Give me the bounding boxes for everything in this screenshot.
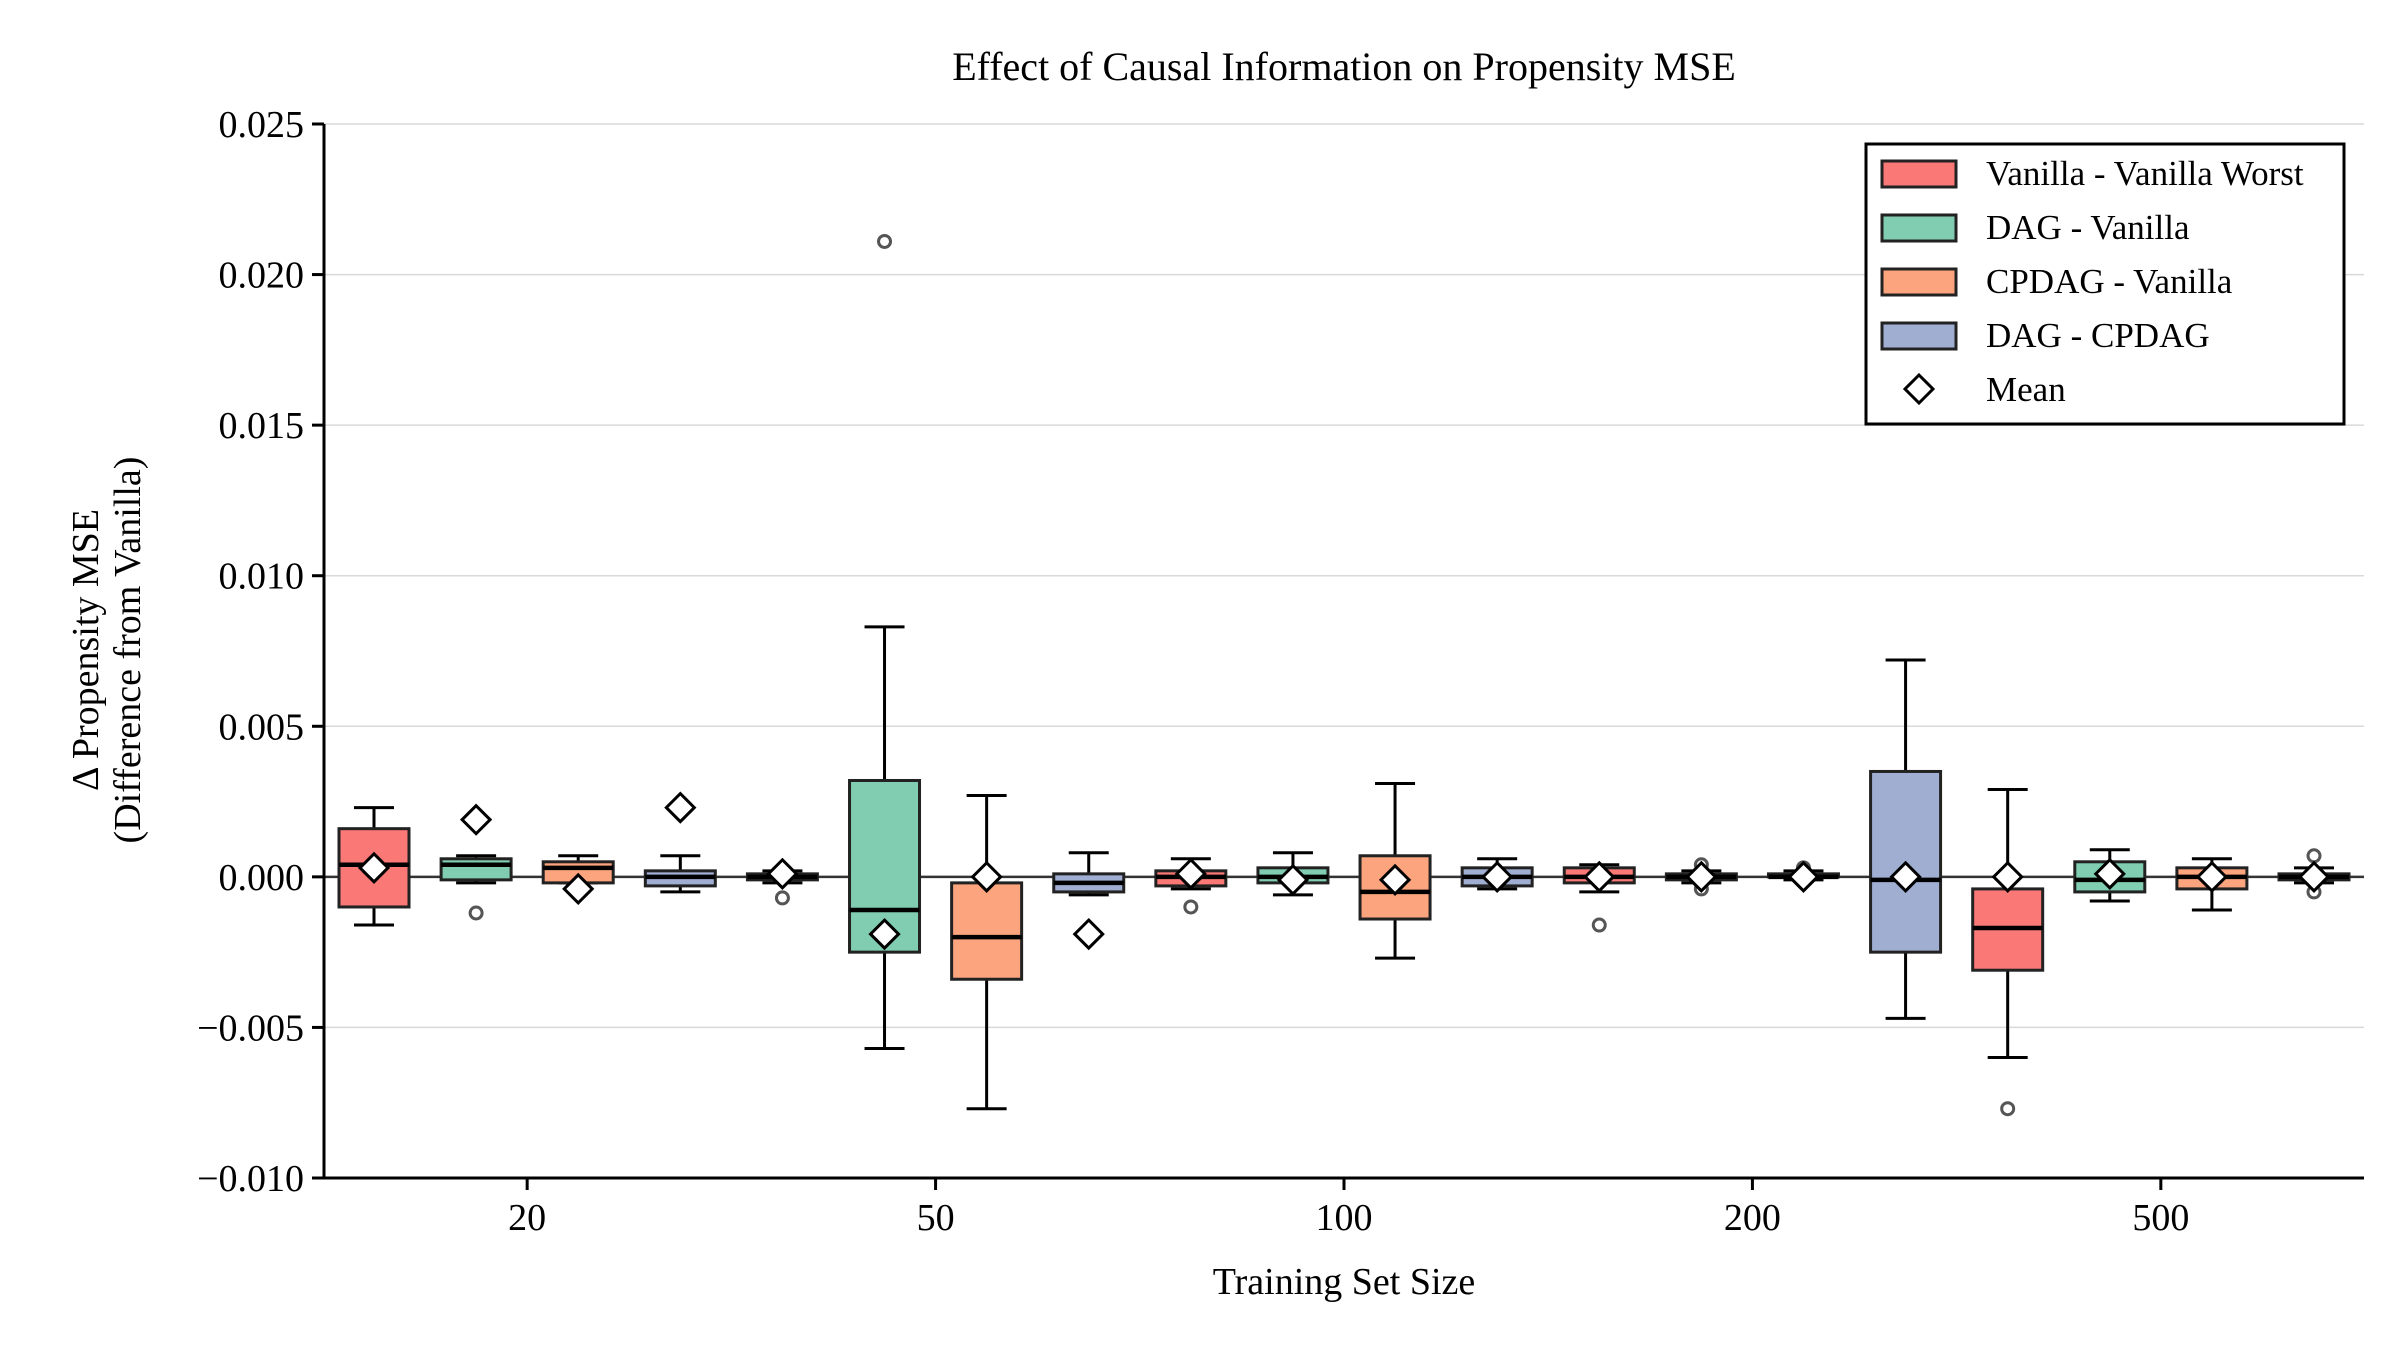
mean-marker [357,851,391,884]
y-tick-label: 0.000 [219,857,305,899]
y-tick-label: 0.005 [219,706,305,748]
x-tick-label: 50 [917,1197,955,1239]
y-tick-label: 0.025 [219,104,305,146]
legend-label: CPDAG - Vanilla [1986,262,2233,301]
x-tick-label: 20 [508,1197,546,1239]
box-group [643,791,717,894]
y-tick-label: 0.020 [219,255,305,297]
mean-marker [1378,863,1412,896]
legend-label: DAG - CPDAG [1986,316,2210,355]
box-group [439,803,513,921]
box-group [1664,857,1738,897]
mean-marker [1685,860,1718,893]
mean-marker [1174,857,1207,890]
box-layer [337,233,2351,1117]
mean-marker [2297,860,2331,893]
x-tick-label: 500 [2132,1197,2189,1239]
mean-marker [1787,860,1820,893]
legend-swatch [1880,321,1958,351]
box-group [1971,788,2045,1117]
outlier-point [2000,1101,2016,1117]
box-body [439,857,513,882]
box-group [2175,857,2249,912]
mean-marker [1481,860,1514,893]
mean-marker [664,791,697,824]
legend-label: DAG - Vanilla [1986,208,2190,247]
box-group [745,857,819,906]
y-tick-label: 0.010 [219,556,305,598]
y-axis-title-group: Δ Propensity MSE (Difference from Vanill… [65,457,149,844]
legend-swatch [1880,159,1958,189]
outlier-point [2306,848,2322,864]
mean-marker [459,803,493,836]
box-group [337,806,411,927]
x-axis-title: Training Set Size [1213,1261,1476,1303]
box-group [1256,851,1330,897]
box-group [1154,857,1228,915]
box-group [1358,782,1432,960]
mean-marker [1072,917,1105,951]
mean-marker [1276,863,1310,896]
mean-marker [766,857,799,890]
box-body [950,881,1024,981]
legend-label: Mean [1986,370,2066,409]
box-group [1052,851,1126,951]
legend-swatch [1880,267,1958,297]
legend-mean-marker [1902,372,1936,406]
y-tick-label: −0.010 [197,1158,304,1200]
x-tick-label: 100 [1316,1197,1373,1239]
box-group [541,854,615,906]
mean-marker [1889,860,1922,893]
box-group [2277,848,2351,900]
mean-marker [562,872,595,906]
x-tick-label: 200 [1724,1197,1781,1239]
axes-layer: −0.010 −0.005 0.000 0.005 0.010 0.015 0.020 0.0… [197,104,2364,1239]
chart-title: Effect of Causal Information on Propensi… [952,44,1736,89]
outlier-point [877,233,893,249]
y-axis-subtitle: (Difference from Vanilla) [107,457,149,844]
mean-marker [2195,860,2229,893]
box-group [1869,658,1943,1020]
box-group [950,794,1024,1111]
outlier-point [468,905,484,921]
y-tick-label: −0.005 [197,1007,304,1049]
box-group [848,233,922,1051]
outlier-point [1591,917,1607,933]
mean-marker [868,917,901,951]
mean-marker [2093,857,2126,890]
legend: Vanilla - Vanilla Worst DAG - Vanilla CPDA… [1864,142,2346,426]
mean-marker [1991,860,2024,893]
y-axis-title: Δ Propensity MSE [65,509,107,791]
legend-swatch [1880,213,1958,243]
outlier-point [774,890,790,906]
box-group [1766,860,1840,893]
mean-marker [1583,860,1616,893]
box-group [1460,857,1534,893]
y-tick-label: 0.015 [219,405,305,447]
mean-marker [970,860,1003,893]
outlier-point [1183,899,1199,915]
box-group [1562,860,1636,933]
box-group [2073,848,2147,903]
legend-label: Vanilla - Vanilla Worst [1986,154,2304,193]
